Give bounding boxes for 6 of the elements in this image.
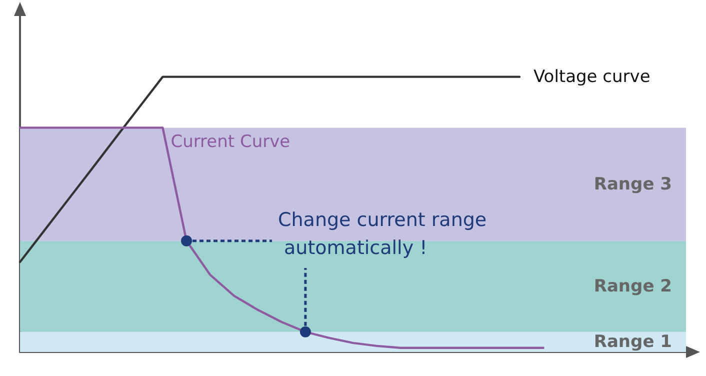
annotation: Change current range automatically ! [278,209,487,259]
band-label: Range 2 [594,276,672,296]
band-label: Range 3 [594,174,672,194]
series-label: Voltage curve [534,66,650,87]
series-label: Current Curve [170,132,290,152]
band-label: Range 1 [594,332,672,352]
